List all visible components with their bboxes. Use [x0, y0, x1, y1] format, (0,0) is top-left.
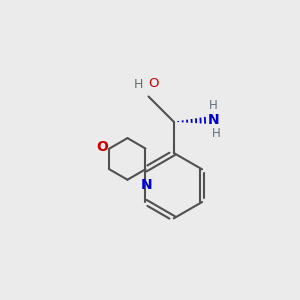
- Text: H: H: [212, 127, 220, 140]
- Text: N: N: [207, 113, 219, 127]
- Text: H: H: [208, 99, 217, 112]
- Text: O: O: [148, 77, 158, 90]
- Text: N: N: [141, 178, 153, 192]
- Text: H: H: [134, 78, 143, 91]
- Text: O: O: [96, 140, 108, 154]
